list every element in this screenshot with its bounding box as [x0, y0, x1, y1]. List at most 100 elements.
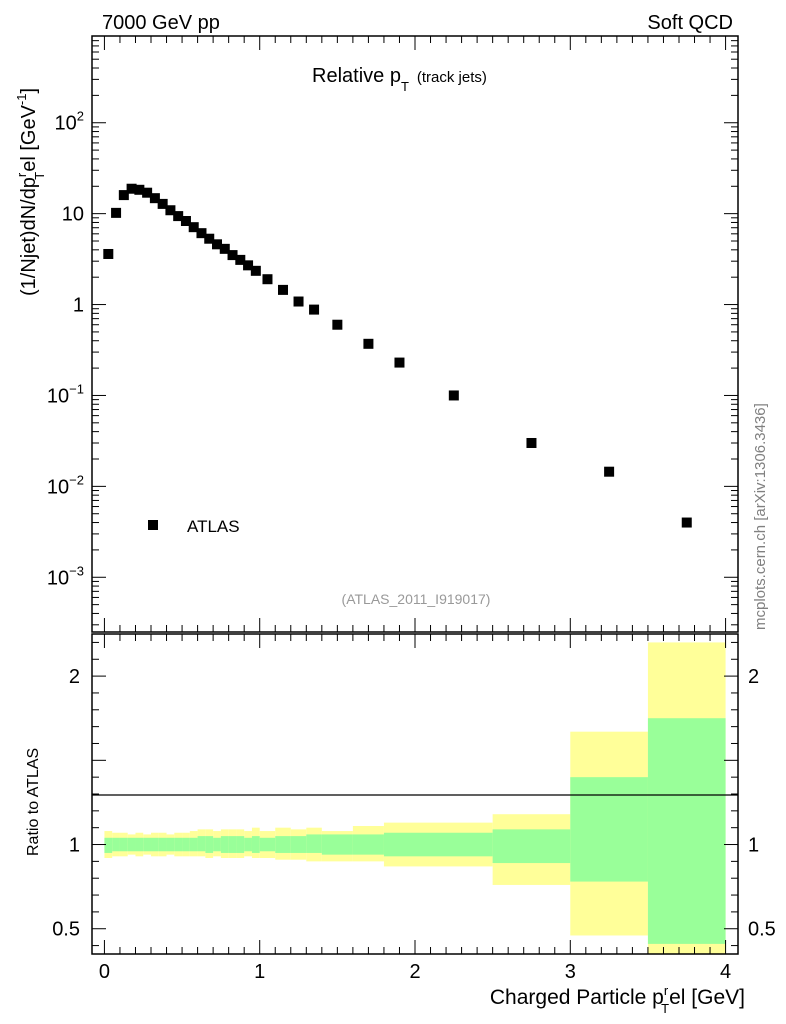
bottom-y-tick-label-left-2: 2 [69, 666, 80, 688]
top-y-tick-label-3: 10−1 [47, 381, 84, 407]
green-band-1 [112, 837, 120, 852]
x-tick-label-0: 0 [99, 961, 110, 983]
data-point-6 [149, 193, 160, 204]
y-label-suffix: el [GeV [18, 104, 40, 171]
bottom-y-tick-label-left-0: 0.5 [52, 919, 80, 941]
bottom-y-tick-label-right-0: 0.5 [748, 919, 776, 941]
y-label-main: (1/Njet)dN/dp [18, 177, 40, 296]
data-point-19 [250, 265, 261, 276]
data-point-29 [604, 466, 615, 477]
x-tick-label-3: 3 [565, 961, 576, 983]
bottom-y-tick-labels: 0.5 0.5 1 1 2 2 [52, 666, 776, 941]
green-band-30 [647, 718, 726, 944]
green-band-4 [135, 837, 144, 852]
bottom-y-tick-label-right-2: 2 [748, 666, 759, 688]
green-band-19 [251, 836, 260, 853]
data-point-0 [103, 248, 114, 259]
data-point-16 [227, 250, 238, 261]
data-point-10 [180, 216, 191, 227]
data-point-18 [243, 260, 254, 271]
green-band-6 [151, 837, 159, 852]
analysis-label: (ATLAS_2011_I919017) [342, 591, 491, 607]
x-tick-label-2: 2 [409, 961, 420, 983]
green-band-14 [213, 837, 221, 852]
top-panel-frame [91, 35, 739, 633]
y-label-end: ] [18, 88, 40, 94]
data-point-28 [526, 437, 537, 448]
tick-base: 10 [55, 113, 77, 135]
green-band-25 [352, 834, 384, 855]
data-point-2 [118, 190, 129, 201]
green-band-20 [259, 837, 276, 852]
data-point-30 [681, 517, 692, 528]
tick-exponent: −2 [69, 472, 84, 487]
header-left: 7000 GeV pp [102, 12, 220, 34]
x-label-suffix: el [GeV] [669, 986, 745, 1009]
data-point-3 [126, 183, 137, 194]
green-band-13 [205, 836, 214, 853]
chart-title-main: Relative p [312, 65, 401, 87]
data-point-25 [363, 338, 374, 349]
green-band-10 [182, 837, 190, 852]
tick-exponent: −1 [69, 381, 84, 396]
data-points [103, 183, 692, 528]
green-band-26 [383, 832, 415, 857]
x-tick-label-1: 1 [254, 961, 265, 983]
tick-exponent: −3 [69, 563, 84, 578]
y-label-sub: T [32, 172, 47, 180]
green-band-16 [228, 836, 237, 853]
green-band-27 [415, 832, 493, 857]
green-band-15 [220, 836, 229, 853]
y-label-unit-sup: -1 [14, 94, 29, 106]
x-tick-label-4: 4 [720, 961, 731, 983]
green-band-0 [104, 837, 113, 853]
legend-marker-atlas [148, 520, 158, 530]
watermark: mcplots.cern.ch [arXiv:1306.3436] [752, 403, 769, 630]
green-band-29 [570, 777, 648, 882]
green-band-11 [189, 837, 198, 852]
green-band-2 [119, 837, 128, 852]
x-tick-labels: 0 1 2 3 4 [99, 961, 731, 983]
tick-exponent: 2 [77, 109, 84, 124]
bottom-y-axis-label: Ratio to ATLAS [25, 748, 42, 856]
data-point-22 [293, 296, 304, 307]
chart-title-sub: T [401, 79, 409, 94]
green-band-22 [290, 836, 307, 853]
data-point-13 [204, 233, 215, 244]
green-band-12 [197, 836, 206, 852]
chart-title: Relative pT (track jets) [312, 65, 487, 94]
top-y-axis-label: (1/Njet)dN/dpr Tel [GeV-1] [14, 88, 47, 296]
x-label-sup: r [664, 983, 669, 998]
top-y-tick-label-1: 10 [62, 204, 84, 226]
top-y-tick-label-2: 1 [73, 295, 84, 317]
ratio-bands [104, 642, 726, 954]
data-point-24 [332, 319, 343, 330]
data-point-7 [157, 198, 168, 209]
y-label-sup: r [14, 172, 29, 177]
green-band-18 [244, 837, 252, 852]
green-band-5 [143, 837, 152, 852]
tick-base: 10 [47, 567, 69, 589]
green-band-7 [158, 837, 167, 852]
green-band-24 [321, 834, 353, 855]
data-point-1 [111, 207, 122, 218]
data-point-20 [262, 274, 273, 285]
data-point-12 [196, 228, 207, 239]
data-point-4 [134, 184, 145, 195]
data-point-15 [219, 243, 230, 254]
top-y-tick-label-5: 10−3 [47, 563, 84, 589]
data-point-23 [309, 304, 320, 315]
bottom-y-tick-label-right-1: 1 [748, 835, 759, 857]
top-y-tick-label-4: 10−2 [47, 472, 84, 498]
bottom-y-tick-label-left-1: 1 [69, 835, 80, 857]
header-right: Soft QCD [647, 12, 733, 34]
green-band-21 [275, 836, 291, 853]
x-label-main: Charged Particle p [490, 986, 664, 1009]
tick-base: 10 [47, 385, 69, 407]
top-y-tick-label-0: 102 [55, 109, 84, 135]
green-band-17 [236, 836, 245, 853]
chart-title-suffix: (track jets) [417, 69, 487, 86]
x-axis-label: Charged Particle pr Tel [GeV] [490, 983, 745, 1016]
